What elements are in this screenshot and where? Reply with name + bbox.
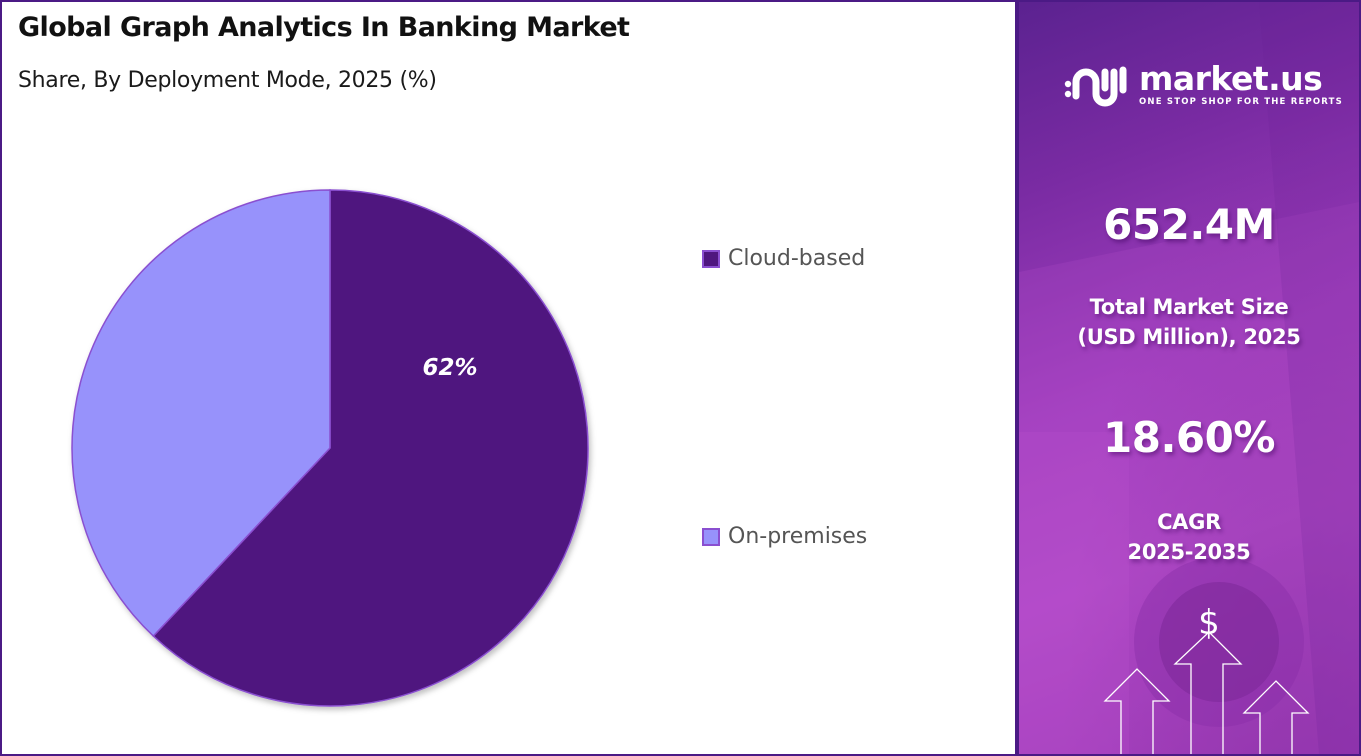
chart-area: Global Graph Analytics In Banking Market…	[2, 2, 1015, 754]
market-us-logo: market.us ONE STOP SHOP FOR THE REPORTS	[1063, 58, 1343, 110]
legend-item-cloud-based[interactable]: Cloud-based	[702, 246, 865, 271]
legend-swatch-cloud-based	[702, 249, 720, 268]
pie-label-cloud-based: 62%	[422, 355, 477, 381]
market-size-label-line2: (USD Million), 2025	[1077, 325, 1301, 349]
stats-panel: market.us ONE STOP SHOP FOR THE REPORTS …	[1015, 2, 1359, 754]
legend-item-on-premises[interactable]: On-premises	[702, 524, 867, 549]
legend-label-on-premises: On-premises	[728, 524, 868, 549]
market-us-logo-icon	[1064, 66, 1127, 107]
logo-tagline: ONE STOP SHOP FOR THE REPORTS	[1139, 96, 1343, 107]
market-size-label-line1: Total Market Size	[1089, 295, 1289, 319]
legend-swatch-on-premises	[702, 527, 720, 546]
growth-arrows-icon: $	[1103, 603, 1310, 754]
cagr-label-line1: CAGR	[1157, 510, 1221, 534]
pie-slice-cloud-based[interactable]	[152, 189, 589, 707]
cagr-value: 18.60%	[1103, 413, 1275, 462]
dollar-icon: $	[1198, 603, 1220, 643]
pie-chart: 62%	[71, 189, 589, 707]
legend-label-cloud-based: Cloud-based	[728, 246, 866, 271]
pie-slice-on-premises[interactable]	[71, 189, 331, 638]
cagr-label-line2: 2025-2035	[1127, 540, 1251, 564]
logo-name: market.us	[1139, 58, 1323, 98]
chart-title: Global Graph Analytics In Banking Market	[18, 12, 630, 43]
chart-subtitle: Share, By Deployment Mode, 2025 (%)	[18, 68, 437, 93]
market-size-value: 652.4M	[1103, 200, 1275, 249]
